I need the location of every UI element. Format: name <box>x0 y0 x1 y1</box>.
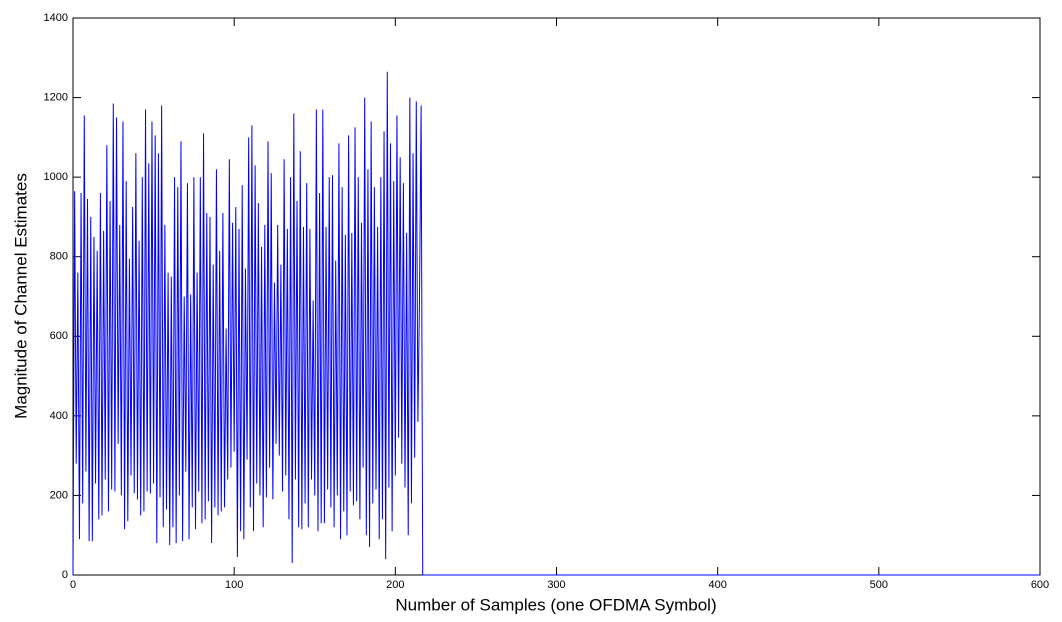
y-tick-label: 1000 <box>44 171 68 183</box>
y-tick-label: 1400 <box>44 12 68 24</box>
x-tick-label: 100 <box>225 579 243 591</box>
x-tick-label: 500 <box>870 579 888 591</box>
x-tick-label: 600 <box>1031 579 1049 591</box>
plot-frame <box>72 17 1041 576</box>
x-tick-label: 400 <box>708 579 726 591</box>
y-tick-label: 1200 <box>44 91 68 103</box>
y-tick-label: 0 <box>62 569 68 581</box>
y-tick-label: 400 <box>50 410 68 422</box>
y-tick-label: 600 <box>50 330 68 342</box>
x-tick-label: 300 <box>547 579 565 591</box>
y-tick-label: 200 <box>50 489 68 501</box>
data-line <box>72 71 1040 576</box>
y-tick-label: 800 <box>50 251 68 263</box>
x-tick-label: 200 <box>386 579 404 591</box>
x-axis-label: Number of Samples (one OFDMA Symbol) <box>395 595 716 614</box>
y-axis-label: Magnitude of Channel Estimates <box>11 173 30 419</box>
x-tick-label: 0 <box>70 579 76 591</box>
